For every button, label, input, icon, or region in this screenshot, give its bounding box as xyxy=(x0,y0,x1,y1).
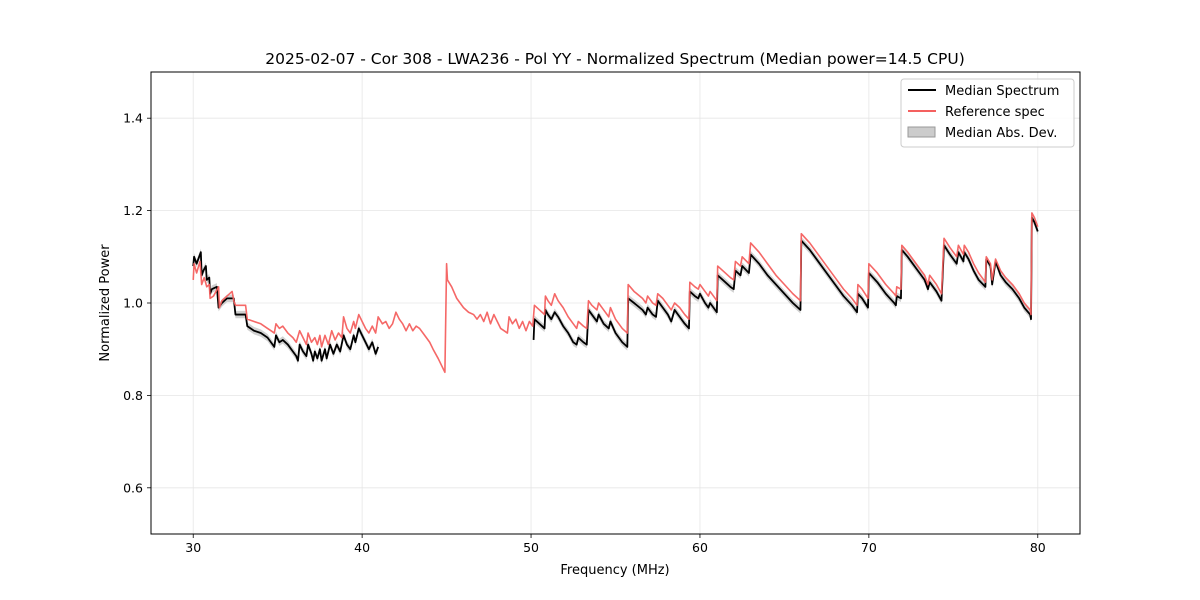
y-tick-label: 1.2 xyxy=(123,203,143,218)
x-tick-label: 50 xyxy=(523,540,539,555)
legend: Median Spectrum Reference spec Median Ab… xyxy=(900,78,1075,148)
x-axis-label: Frequency (MHz) xyxy=(560,563,669,578)
legend-box xyxy=(900,78,1075,148)
legend-swatch-mad xyxy=(907,126,936,138)
x-tick-label: 30 xyxy=(185,540,201,555)
y-axis-label: Normalized Power xyxy=(98,244,113,362)
x-tick-label: 40 xyxy=(354,540,370,555)
y-tick-label: 0.8 xyxy=(123,388,143,403)
y-tick-label: 1.4 xyxy=(123,111,143,126)
y-tick-label: 1.0 xyxy=(123,296,143,311)
legend-label-reference: Reference spec xyxy=(945,105,1045,120)
legend-label-median: Median Spectrum xyxy=(945,84,1059,99)
x-tick-label: 80 xyxy=(1030,540,1046,555)
median-spectrum-line xyxy=(532,216,1039,348)
x-tick-label: 70 xyxy=(861,540,877,555)
legend-label-mad: Median Abs. Dev. xyxy=(945,126,1057,141)
mad-band xyxy=(193,248,379,365)
reference-spectrum-line xyxy=(192,212,1039,374)
median-spectrum-line xyxy=(192,251,380,362)
y-tick-label: 0.6 xyxy=(123,480,143,495)
x-tick-label: 60 xyxy=(692,540,708,555)
axis-ticks: 30 40 50 60 70 80 0.6 0.8 1.0 1.2 1.4 xyxy=(123,111,1046,555)
plot-data xyxy=(192,212,1039,374)
chart-title: 2025-02-07 - Cor 308 - LWA236 - Pol YY -… xyxy=(265,50,965,68)
